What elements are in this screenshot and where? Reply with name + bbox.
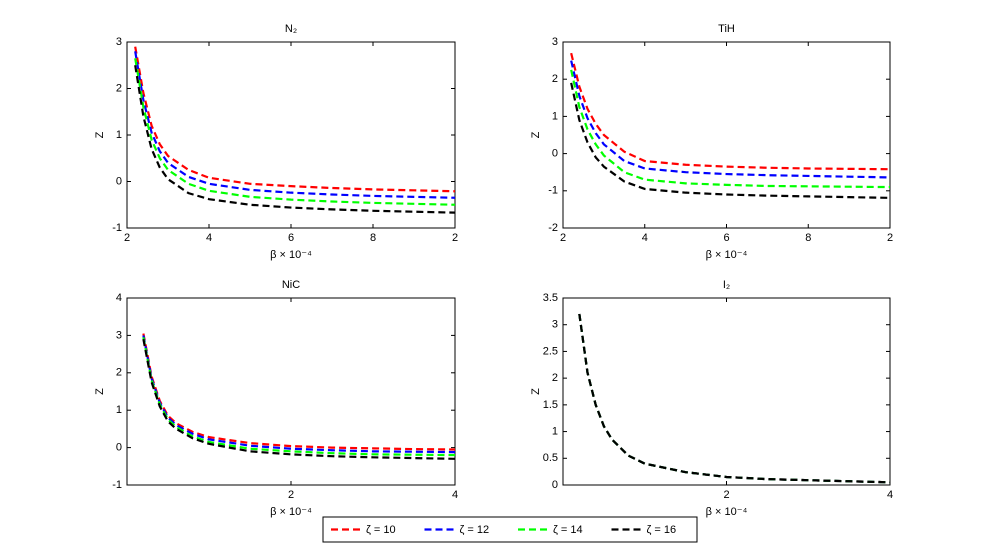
x-tick-label: 2: [124, 232, 130, 244]
y-tick-label: 1: [116, 404, 122, 416]
y-tick-label: 1: [552, 425, 558, 437]
legend-label: ζ = 16: [647, 524, 677, 536]
x-axis-label: β × 10⁻⁴: [706, 249, 748, 261]
x-tick-label: 8: [370, 232, 376, 244]
data-line: [142, 338, 456, 460]
x-tick-label: 4: [452, 489, 458, 501]
y-tick-label: 4: [116, 292, 122, 304]
x-tick-label: 4: [206, 232, 212, 244]
plot-area: [562, 41, 891, 229]
y-tick-label: 0: [116, 175, 122, 187]
y-tick-label: 2.5: [543, 345, 558, 357]
y-tick-label: 2: [116, 82, 122, 94]
y-tick-label: 3: [116, 329, 122, 341]
x-tick-label: 8: [805, 232, 811, 244]
y-tick-label: 2: [116, 367, 122, 379]
x-tick-label: 2: [560, 232, 566, 244]
y-tick-label: 3: [116, 36, 122, 48]
y-tick-label: -1: [548, 185, 558, 197]
x-axis-label: β × 10⁻⁴: [706, 506, 748, 518]
plot-area: [562, 297, 891, 486]
x-tick-label: 2: [887, 232, 893, 244]
y-tick-label: 2: [552, 372, 558, 384]
chart-title: TiH: [718, 23, 735, 35]
y-tick-label: 2: [552, 73, 558, 85]
y-axis-label: Z: [530, 131, 542, 138]
y-tick-label: -2: [548, 222, 558, 234]
legend-label: ζ = 14: [553, 524, 583, 536]
x-tick-label: 4: [642, 232, 648, 244]
y-tick-label: 0: [552, 479, 558, 491]
y-tick-label: 0.5: [543, 452, 558, 464]
y-tick-label: 1.5: [543, 399, 558, 411]
legend-label: ζ = 12: [460, 524, 490, 536]
x-tick-label: 2: [452, 232, 458, 244]
y-tick-label: -1: [112, 222, 122, 234]
x-tick-label: 2: [723, 489, 729, 501]
data-line: [134, 65, 456, 214]
data-line: [134, 58, 456, 206]
x-tick-label: 6: [723, 232, 729, 244]
data-line: [570, 69, 891, 189]
data-line: [570, 82, 891, 199]
chart-title: N₂: [285, 23, 297, 35]
x-axis-label: β × 10⁻⁴: [270, 506, 312, 518]
data-line: [134, 51, 456, 199]
chart-title: NiC: [282, 279, 300, 291]
y-tick-label: 1: [552, 110, 558, 122]
y-tick-label: 3: [552, 36, 558, 48]
y-axis-label: Z: [530, 388, 542, 395]
data-line: [578, 313, 891, 484]
y-tick-label: 1: [116, 129, 122, 141]
y-tick-label: 3: [552, 319, 558, 331]
data-line: [570, 60, 891, 179]
y-tick-label: 0: [116, 442, 122, 454]
chart-title: I₂: [723, 279, 730, 291]
y-axis-label: Z: [94, 131, 106, 138]
y-axis-label: Z: [94, 388, 106, 395]
x-axis-label: β × 10⁻⁴: [270, 249, 312, 261]
y-tick-label: 3.5: [543, 292, 558, 304]
x-tick-label: 2: [288, 489, 294, 501]
y-tick-label: 0: [552, 148, 558, 160]
data-line: [570, 52, 891, 171]
x-tick-label: 4: [887, 489, 893, 501]
y-tick-label: -1: [112, 479, 122, 491]
data-line: [134, 46, 456, 193]
x-tick-label: 6: [288, 232, 294, 244]
legend-label: ζ = 10: [366, 524, 396, 536]
